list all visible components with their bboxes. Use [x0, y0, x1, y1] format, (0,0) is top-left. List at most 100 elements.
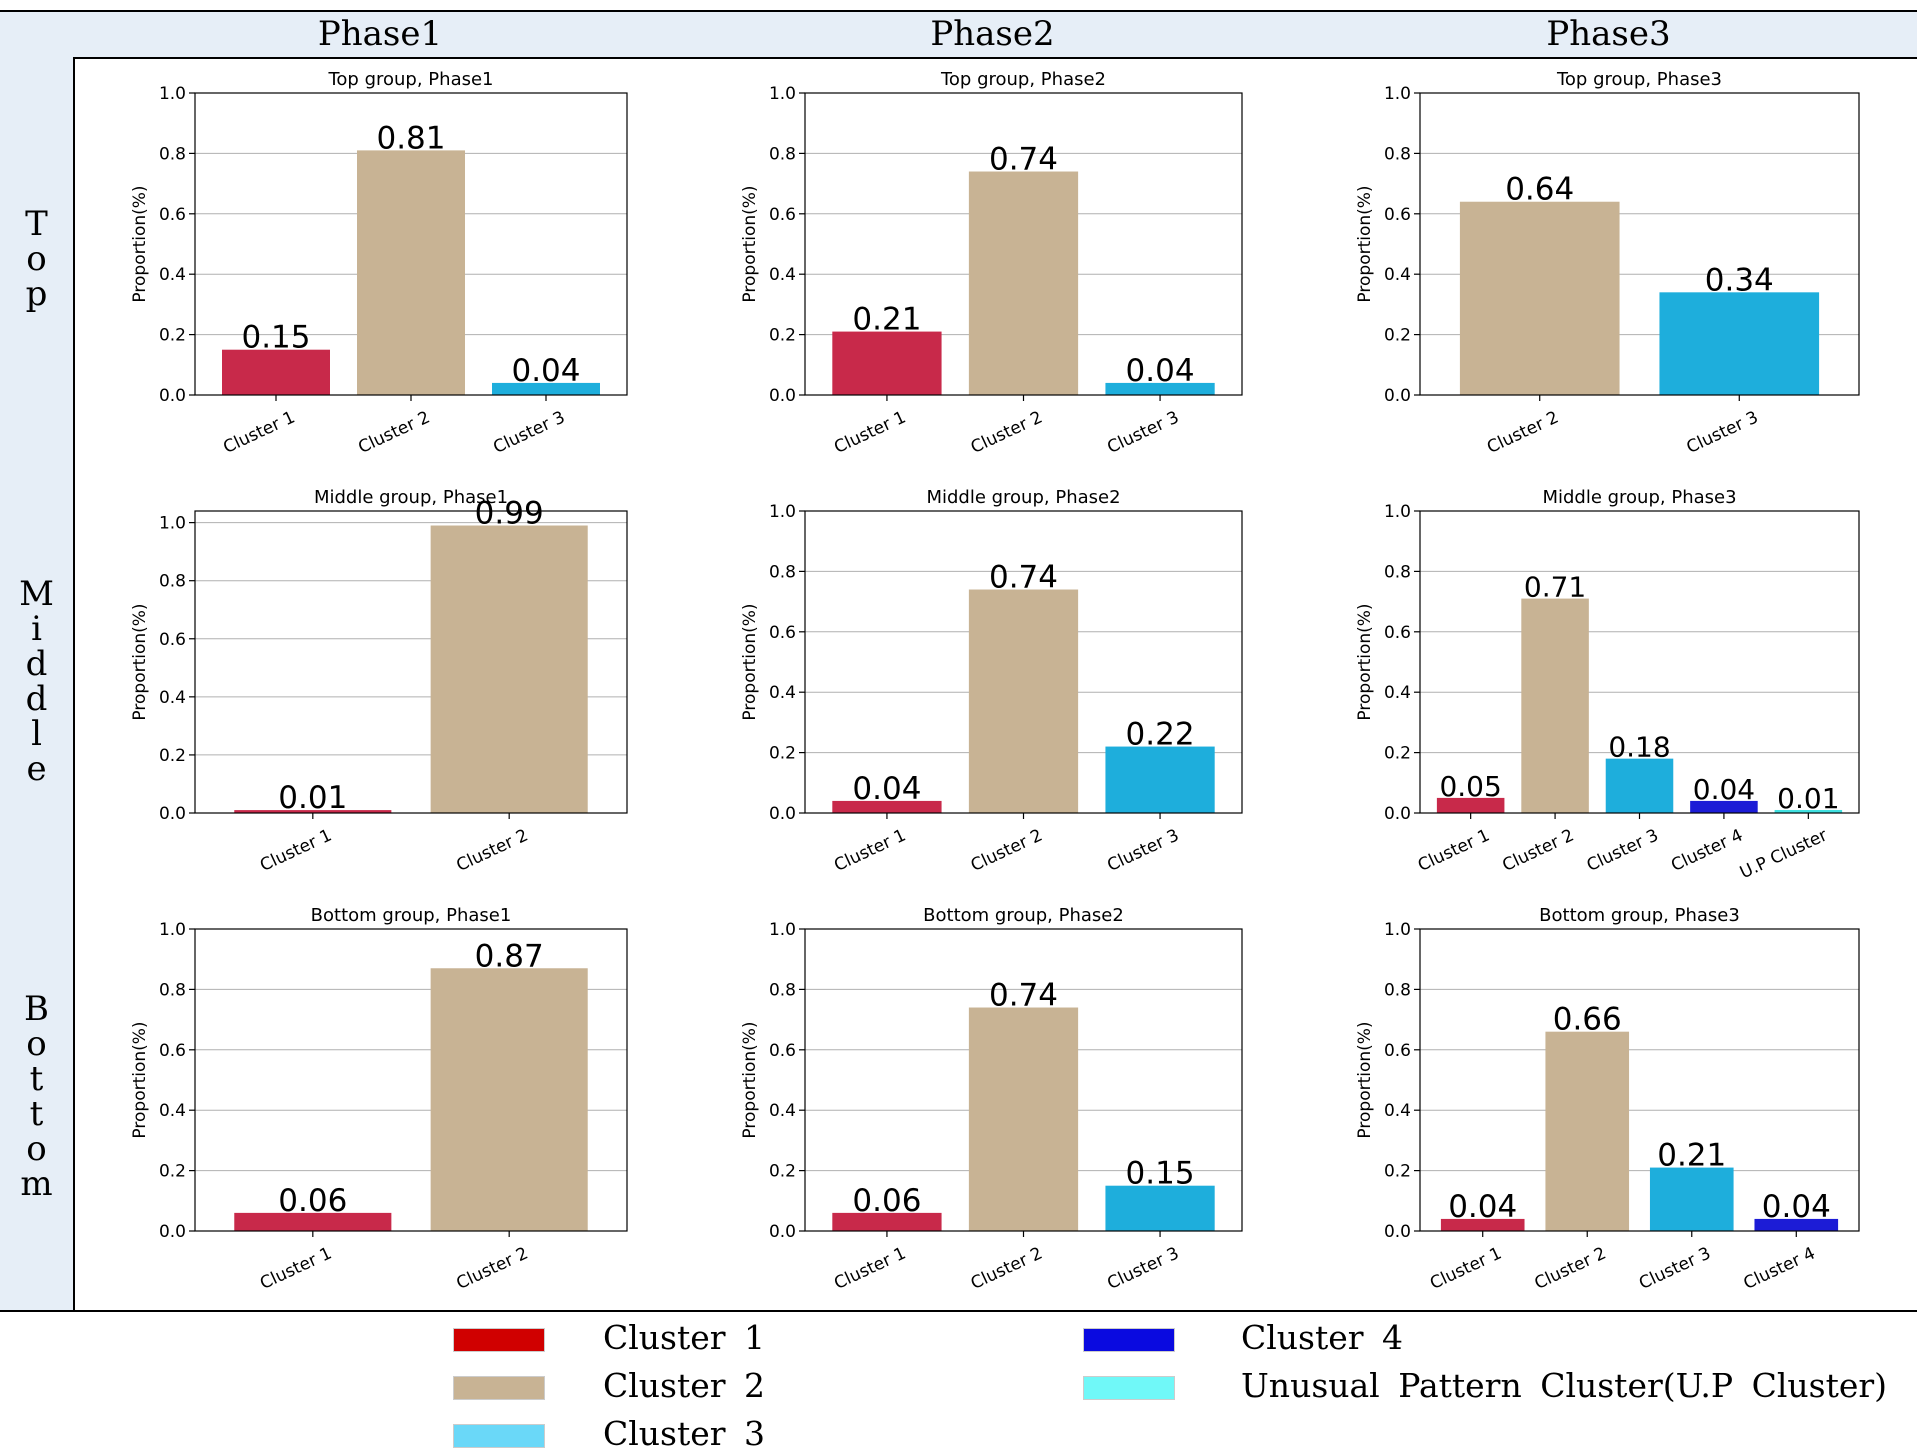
y-tick-label: 1.0 [769, 84, 796, 104]
y-tick-label: 0.2 [1384, 1162, 1411, 1182]
legend-label: Cluster 2 [603, 1366, 766, 1405]
phase-header-3: Phase3 [1546, 14, 1671, 54]
data-label: 0.74 [989, 560, 1058, 596]
y-tick-label: 0.4 [1384, 265, 1411, 285]
y-tick-label: 0.8 [1384, 980, 1411, 1000]
x-tick-label: Cluster 1 [257, 825, 335, 875]
bar [1105, 746, 1215, 813]
y-axis-label: Proportion(%) [1355, 185, 1375, 302]
bar [832, 1212, 942, 1231]
y-tick-label: 0.6 [1384, 1041, 1411, 1061]
y-tick-label: 0.8 [769, 562, 796, 582]
data-label: 0.71 [1524, 571, 1586, 604]
x-tick-label: Cluster 1 [257, 1243, 335, 1293]
legend-label: Cluster 1 [603, 1318, 766, 1357]
y-tick-label: 0.0 [1384, 386, 1411, 406]
bar [1440, 1218, 1525, 1231]
x-tick-label: Cluster 1 [831, 407, 909, 457]
phase-header-bar: Phase1 Phase2 Phase3 [0, 10, 1917, 59]
x-tick-label: Cluster 3 [1636, 1243, 1714, 1293]
x-tick-label: Cluster 1 [220, 407, 298, 457]
row-label-letter: i [31, 609, 42, 649]
data-label: 0.06 [278, 1183, 347, 1219]
y-axis-label: Proportion(%) [1355, 603, 1375, 720]
legend-label: Cluster 4 [1241, 1318, 1404, 1357]
data-label: 0.21 [852, 302, 921, 338]
y-tick-label: 0.4 [1384, 683, 1411, 703]
y-tick-label: 1.0 [159, 514, 186, 534]
y-tick-label: 0.0 [769, 1222, 796, 1242]
plot-frame [804, 928, 1243, 1232]
plot-frame [804, 510, 1243, 814]
y-tick-label: 0.0 [769, 804, 796, 824]
chart-title: Top group, Phase2 [940, 69, 1106, 90]
y-axis-label: Proportion(%) [130, 603, 150, 720]
y-tick-label: 1.0 [159, 920, 186, 940]
x-tick-label: Cluster 3 [490, 407, 568, 457]
y-axis-label: Proportion(%) [130, 185, 150, 302]
bar [1690, 800, 1758, 813]
data-label: 0.18 [1608, 731, 1670, 764]
row-label-letter: T [25, 204, 48, 244]
data-label: 0.04 [1762, 1189, 1831, 1225]
x-tick-label: Cluster 2 [968, 407, 1046, 457]
data-label: 0.04 [1693, 773, 1755, 806]
data-label: 0.06 [852, 1183, 921, 1219]
chart-bottom-phase3: Bottom group, Phase3 Proportion(%) 0.0 0.2 0… [1355, 905, 1860, 1294]
y-tick-label: 0.0 [1384, 1222, 1411, 1242]
data-label: 0.04 [1448, 1189, 1517, 1225]
y-tick-label: 1.0 [769, 920, 796, 940]
y-tick-label: 0.8 [159, 980, 186, 1000]
bar [968, 589, 1079, 813]
x-tick-label: Cluster 2 [453, 825, 531, 875]
chart-top-phase3: Top group, Phase3 Proportion(%) 0.0 0.2 0.4 0… [1355, 69, 1860, 458]
y-tick-label: 0.8 [1384, 562, 1411, 582]
row-label-letter: d [25, 644, 48, 684]
data-label: 0.15 [1126, 1156, 1195, 1192]
y-tick-label: 0.8 [159, 572, 186, 592]
plot-frame [1419, 510, 1860, 814]
bar [968, 1007, 1079, 1231]
row-label-letter: o [26, 239, 47, 279]
bar [1754, 1218, 1839, 1231]
x-tick-label: Cluster 3 [1104, 825, 1182, 875]
bar [1774, 809, 1843, 813]
chart-bottom-phase2: Bottom group, Phase2 Proportion(%) 0.0 0.2 0… [740, 905, 1243, 1294]
y-tick-label: 0.8 [769, 980, 796, 1000]
y-tick-label: 0.6 [769, 205, 796, 225]
y-tick-label: 0.6 [159, 205, 186, 225]
chart-title: Top group, Phase3 [1556, 69, 1722, 90]
x-tick-label: Cluster 4 [1668, 825, 1746, 875]
y-axis-label: Proportion(%) [740, 1021, 760, 1138]
y-tick-label: 0.0 [1384, 804, 1411, 824]
row-label-letter: p [25, 274, 48, 314]
x-tick-label: Cluster 3 [1104, 1243, 1182, 1293]
x-tick-label: Cluster 3 [1684, 407, 1762, 457]
chart-title: Middle group, Phase2 [926, 487, 1120, 508]
x-tick-label: Cluster 1 [1427, 1243, 1505, 1293]
row-label-letter: d [25, 679, 48, 719]
x-tick-label: Cluster 2 [453, 1243, 531, 1293]
y-axis-label: Proportion(%) [1355, 1021, 1375, 1138]
x-tick-label: Cluster 3 [1104, 407, 1182, 457]
data-label: 0.15 [241, 320, 310, 356]
bar [832, 800, 942, 813]
row-label-letter: l [31, 714, 42, 754]
y-tick-label: 1.0 [159, 84, 186, 104]
chart-top-phase2: Top group, Phase2 Proportion(%) 0.0 0.2 0.4 0… [740, 69, 1243, 458]
y-tick-label: 0.4 [159, 265, 186, 285]
y-tick-label: 0.8 [1384, 144, 1411, 164]
chart-bottom-phase1: Bottom group, Phase1 Proportion(%) 0.0 0.2 0… [130, 905, 628, 1294]
y-tick-label: 0.6 [159, 630, 186, 650]
y-tick-label: 1.0 [1384, 920, 1411, 940]
chart-middle-phase1: Middle group, Phase1 Proportion(%) 0.0 0.2 0… [130, 487, 628, 876]
data-label: 0.22 [1126, 717, 1195, 753]
row-label-letter: e [26, 749, 47, 789]
data-label: 0.04 [1126, 353, 1195, 389]
y-tick-label: 0.4 [159, 688, 186, 708]
y-tick-label: 0.6 [769, 623, 796, 643]
chart-middle-phase3: Middle group, Phase3 Proportion(%) 0.0 0.2 0… [1355, 487, 1860, 883]
row-label-letter: t [29, 1094, 44, 1134]
